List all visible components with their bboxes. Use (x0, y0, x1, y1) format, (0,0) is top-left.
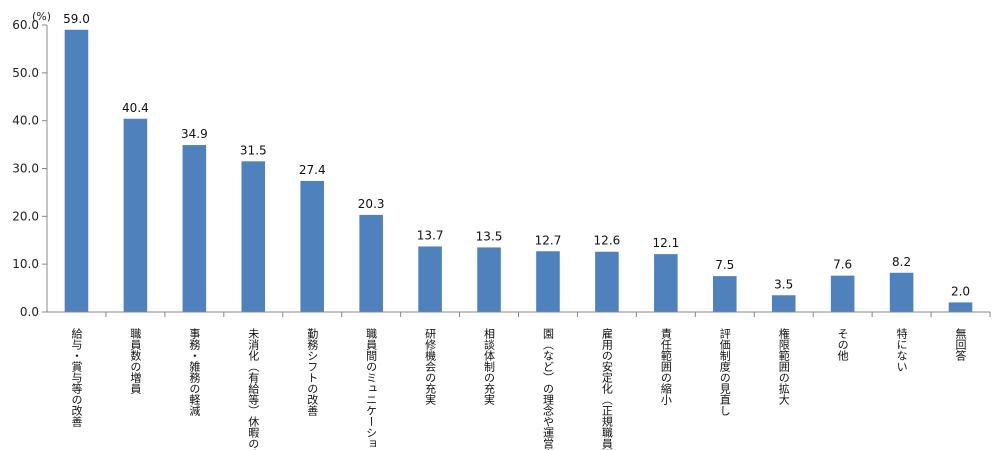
bar (477, 247, 501, 312)
bar (595, 251, 619, 312)
category-label: 園（など）の理念や運営方針 (541, 328, 554, 450)
category-label: 雇用の安定化（正規職員登用 (600, 327, 613, 450)
category-label: 事務・雑務の軽減 (188, 328, 201, 417)
bar (182, 145, 207, 312)
y-tick-label: 50.0 (12, 66, 39, 80)
y-tick-label: 0.0 (20, 305, 39, 319)
bar (536, 251, 560, 312)
bar (300, 180, 325, 312)
data-label: 2.0 (951, 284, 970, 298)
bar (712, 276, 737, 312)
data-label: 27.4 (299, 163, 326, 177)
data-label: 59.0 (63, 12, 90, 26)
category-label: 無回答 (954, 327, 967, 362)
y-tick-label: 10.0 (12, 257, 39, 271)
category-label: 研修機会の充実 (424, 328, 437, 406)
y-axis: 0.0 10.0 20.0 30.0 40.0 50.0 60.0 (12, 18, 48, 319)
data-label: 13.7 (417, 228, 444, 242)
y-tick-label: 60.0 (12, 18, 39, 32)
bar (241, 161, 266, 312)
bar (771, 295, 796, 312)
category-label: 職員間のミュニケーション (365, 328, 378, 450)
bars: 59.0 40.4 34.9 31.5 27.4 20.3 13.7 13.5 12.7 12.6… (63, 12, 973, 313)
y-tick-label: 20.0 (12, 209, 39, 223)
y-tick-label: 30.0 (12, 162, 39, 176)
data-label: 31.5 (240, 143, 267, 157)
data-label: 12.6 (594, 234, 621, 248)
category-label: 勤務シフトの改善 (306, 328, 319, 417)
category-label: 職員数の増員 (129, 328, 142, 395)
category-label: 責任範囲の縮小 (659, 327, 672, 406)
bar (654, 254, 678, 312)
bar (830, 275, 855, 312)
category-label: その他 (836, 328, 849, 361)
data-label: 8.2 (892, 255, 911, 269)
category-label: 相談体制の充実 (483, 328, 496, 406)
category-label: 給与・賞与等の改善 (70, 327, 83, 428)
x-axis: 給与・賞与等の改善 職員数の増員 事務・雑務の軽減 未消化（有給等）休暇の改善 勤務シフ… (47, 311, 991, 450)
data-label: 12.1 (652, 236, 679, 250)
data-label: 20.3 (358, 197, 385, 211)
y-tick-label: 40.0 (12, 114, 39, 128)
bar (64, 29, 89, 313)
bar (418, 246, 442, 312)
bar (948, 302, 973, 312)
data-label: 12.7 (535, 233, 562, 247)
bar (123, 118, 148, 313)
bar (359, 214, 383, 312)
data-label: 40.4 (122, 101, 149, 115)
data-label: 34.9 (181, 127, 208, 141)
data-label: 3.5 (774, 277, 793, 291)
category-label: 評価制度の見直し (718, 327, 731, 416)
data-label: 7.6 (833, 258, 852, 272)
unit-label: (%) (32, 10, 51, 23)
category-label: 未消化（有給等）休暇の改善 (247, 328, 260, 450)
category-label: 特にない (895, 327, 908, 372)
data-label: 7.5 (715, 258, 734, 272)
category-label: 権限範囲の拡大 (777, 327, 790, 405)
data-label: 13.5 (476, 229, 503, 243)
bar (889, 272, 914, 312)
